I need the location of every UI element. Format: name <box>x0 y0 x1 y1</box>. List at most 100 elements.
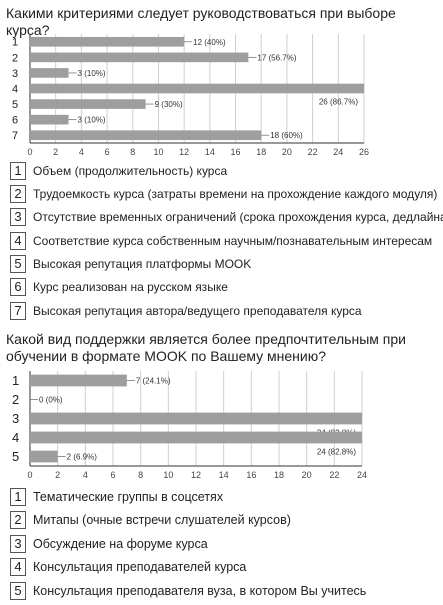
legend-item: 1 Объем (продолжительность) курса <box>10 161 443 180</box>
legend-item: 3 Обсуждение на форуме курса <box>10 534 366 553</box>
x-tick-label: 2 <box>55 470 60 480</box>
bar <box>30 431 362 444</box>
x-tick-label: 2 <box>53 147 58 157</box>
bar <box>30 68 69 78</box>
legend-label: Высокая репутация платформы MOOK <box>33 257 252 272</box>
legend-number: 3 <box>10 534 26 553</box>
x-tick-label: 14 <box>219 470 229 480</box>
legend-label: Обсуждение на форуме курса <box>33 536 208 551</box>
category-label: 5 <box>12 449 19 464</box>
legend-number: 5 <box>10 581 26 600</box>
x-tick-label: 16 <box>231 147 241 157</box>
criteria-legend: 1 Объем (продолжительность) курса 2 Трудое… <box>10 161 443 325</box>
bar <box>30 114 69 125</box>
data-label: 26 (86.7%) <box>319 97 358 106</box>
question-2-title: Какой вид поддержки является более предп… <box>6 331 406 364</box>
category-label: 5 <box>12 99 18 111</box>
x-tick-label: 10 <box>153 147 163 157</box>
legend-number: 2 <box>10 511 26 530</box>
category-label: 1 <box>12 37 18 49</box>
legend-item: 2 Митапы (очные встречи слушателей курсов… <box>10 511 366 530</box>
bar <box>30 36 185 47</box>
legend-label: Соответствие курса собственным научным/п… <box>33 233 433 248</box>
legend-item: 5 Консультация преподавателя вуза, в кото… <box>10 581 366 600</box>
legend-label: Консультация преподавателя вуза, в котор… <box>33 583 367 598</box>
category-label: 4 <box>12 83 18 95</box>
category-label: 7 <box>12 130 18 142</box>
x-tick-label: 26 <box>359 147 369 157</box>
legend-number: 4 <box>10 231 26 250</box>
legend-item: 2 Трудоемкость курса (затраты времени на … <box>10 184 443 203</box>
x-tick-label: 20 <box>282 147 292 157</box>
x-tick-label: 12 <box>191 470 201 480</box>
data-label: 18 (60%) <box>270 131 303 140</box>
legend-label: Консультация преподавателей курса <box>33 560 247 575</box>
legend-number: 3 <box>10 208 26 227</box>
legend-item: 7 Высокая репутация автора/ведущего препо… <box>10 301 443 320</box>
x-tick-label: 4 <box>79 147 84 157</box>
x-tick-label: 6 <box>110 470 115 480</box>
x-tick-label: 24 <box>333 147 343 157</box>
support-legend: 1 Тематические группы в соцсетях 2 Митапы … <box>10 487 366 605</box>
category-label: 3 <box>12 68 18 80</box>
legend-label: Высокая репутация автора/ведущего препод… <box>33 303 362 318</box>
legend-item: 1 Тематические группы в соцсетях <box>10 487 366 506</box>
bar <box>30 374 127 387</box>
x-tick-label: 14 <box>205 147 215 157</box>
category-label: 1 <box>12 373 19 388</box>
x-tick-label: 20 <box>302 470 312 480</box>
bar <box>30 52 249 63</box>
category-label: 2 <box>12 52 18 64</box>
x-tick-label: 8 <box>138 470 143 480</box>
data-label: 24 (82.8%) <box>317 447 356 456</box>
bar <box>30 83 364 94</box>
x-tick-label: 18 <box>274 470 284 480</box>
bar <box>30 450 58 463</box>
category-label: 3 <box>12 411 19 426</box>
x-tick-label: 12 <box>179 147 189 157</box>
legend-number: 1 <box>10 487 26 506</box>
legend-item: 4 Соответствие курса собственным научным/… <box>10 231 443 250</box>
data-label: 9 (30%) <box>155 100 183 109</box>
x-tick-label: 16 <box>246 470 256 480</box>
legend-item: 3 Отсутствие временных ограничений (срока… <box>10 208 443 227</box>
legend-number: 2 <box>10 184 26 203</box>
criteria-bar-chart: 0 2 4 6 8 10 12 14 16 18 20 22 24 261 12 (40%)2 17 (56.… <box>12 34 369 157</box>
category-label: 6 <box>12 115 18 127</box>
data-label: 2 (6.9%) <box>67 453 98 462</box>
legend-number: 6 <box>10 278 26 297</box>
x-tick-label: 6 <box>105 147 110 157</box>
legend-number: 1 <box>10 161 26 180</box>
data-label: 17 (56.7%) <box>257 53 296 62</box>
legend-item: 4 Консультация преподавателей курса <box>10 558 366 577</box>
legend-number: 7 <box>10 301 26 320</box>
bar <box>30 130 262 141</box>
legend-label: Объем (продолжительность) курса <box>33 163 228 178</box>
legend-label: Митапы (очные встречи слушателей курсов) <box>33 513 291 528</box>
x-tick-label: 22 <box>329 470 339 480</box>
x-tick-label: 4 <box>83 470 88 480</box>
data-label: 0 (0%) <box>39 396 63 405</box>
legend-label: Отсутствие временных ограничений (срока … <box>33 210 443 225</box>
data-label: 3 (10%) <box>78 69 106 78</box>
x-tick-label: 18 <box>256 147 266 157</box>
data-label: 3 (10%) <box>78 116 106 125</box>
data-label: 7 (24.1%) <box>136 377 171 386</box>
category-label: 4 <box>12 430 19 445</box>
data-label: 12 (40%) <box>193 38 226 47</box>
legend-label: Тематические группы в соцсетях <box>33 489 224 504</box>
question-1-title: Какими критериями следует руководствоват… <box>6 5 396 38</box>
x-tick-label: 0 <box>27 470 32 480</box>
legend-label: Трудоемкость курса (затраты времени на п… <box>33 186 438 201</box>
legend-number: 5 <box>10 255 26 274</box>
x-tick-label: 0 <box>27 147 32 157</box>
x-tick-label: 24 <box>357 470 367 480</box>
category-label: 2 <box>12 392 19 407</box>
legend-item: 6 Курс реализован на русском языке <box>10 278 443 297</box>
legend-item: 5 Высокая репутация платформы MOOK <box>10 255 443 274</box>
bar <box>30 99 146 109</box>
legend-number: 4 <box>10 558 26 577</box>
bar <box>30 412 362 425</box>
legend-label: Курс реализован на русском языке <box>33 280 228 295</box>
